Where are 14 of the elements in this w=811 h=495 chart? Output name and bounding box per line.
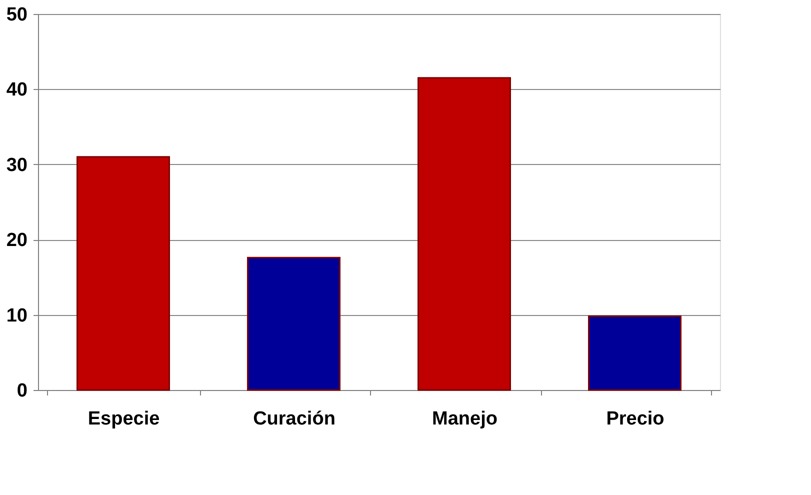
y-tick-label: 30 — [6, 154, 28, 176]
y-tick-label: 20 — [6, 230, 28, 252]
y-tick-label: 0 — [16, 380, 28, 402]
x-tick-label: Especie — [88, 408, 160, 430]
x-tick-label: Precio — [606, 408, 664, 430]
y-tick-label: 40 — [6, 80, 28, 101]
y-tick-label: 10 — [6, 305, 28, 326]
y-tick-label: 50 — [6, 4, 28, 26]
bar — [588, 316, 682, 391]
bar — [247, 256, 340, 391]
bar — [418, 77, 511, 391]
bar — [76, 156, 170, 391]
x-tick-label: Manejo — [432, 408, 498, 430]
x-tick-label: Curación — [253, 408, 336, 430]
